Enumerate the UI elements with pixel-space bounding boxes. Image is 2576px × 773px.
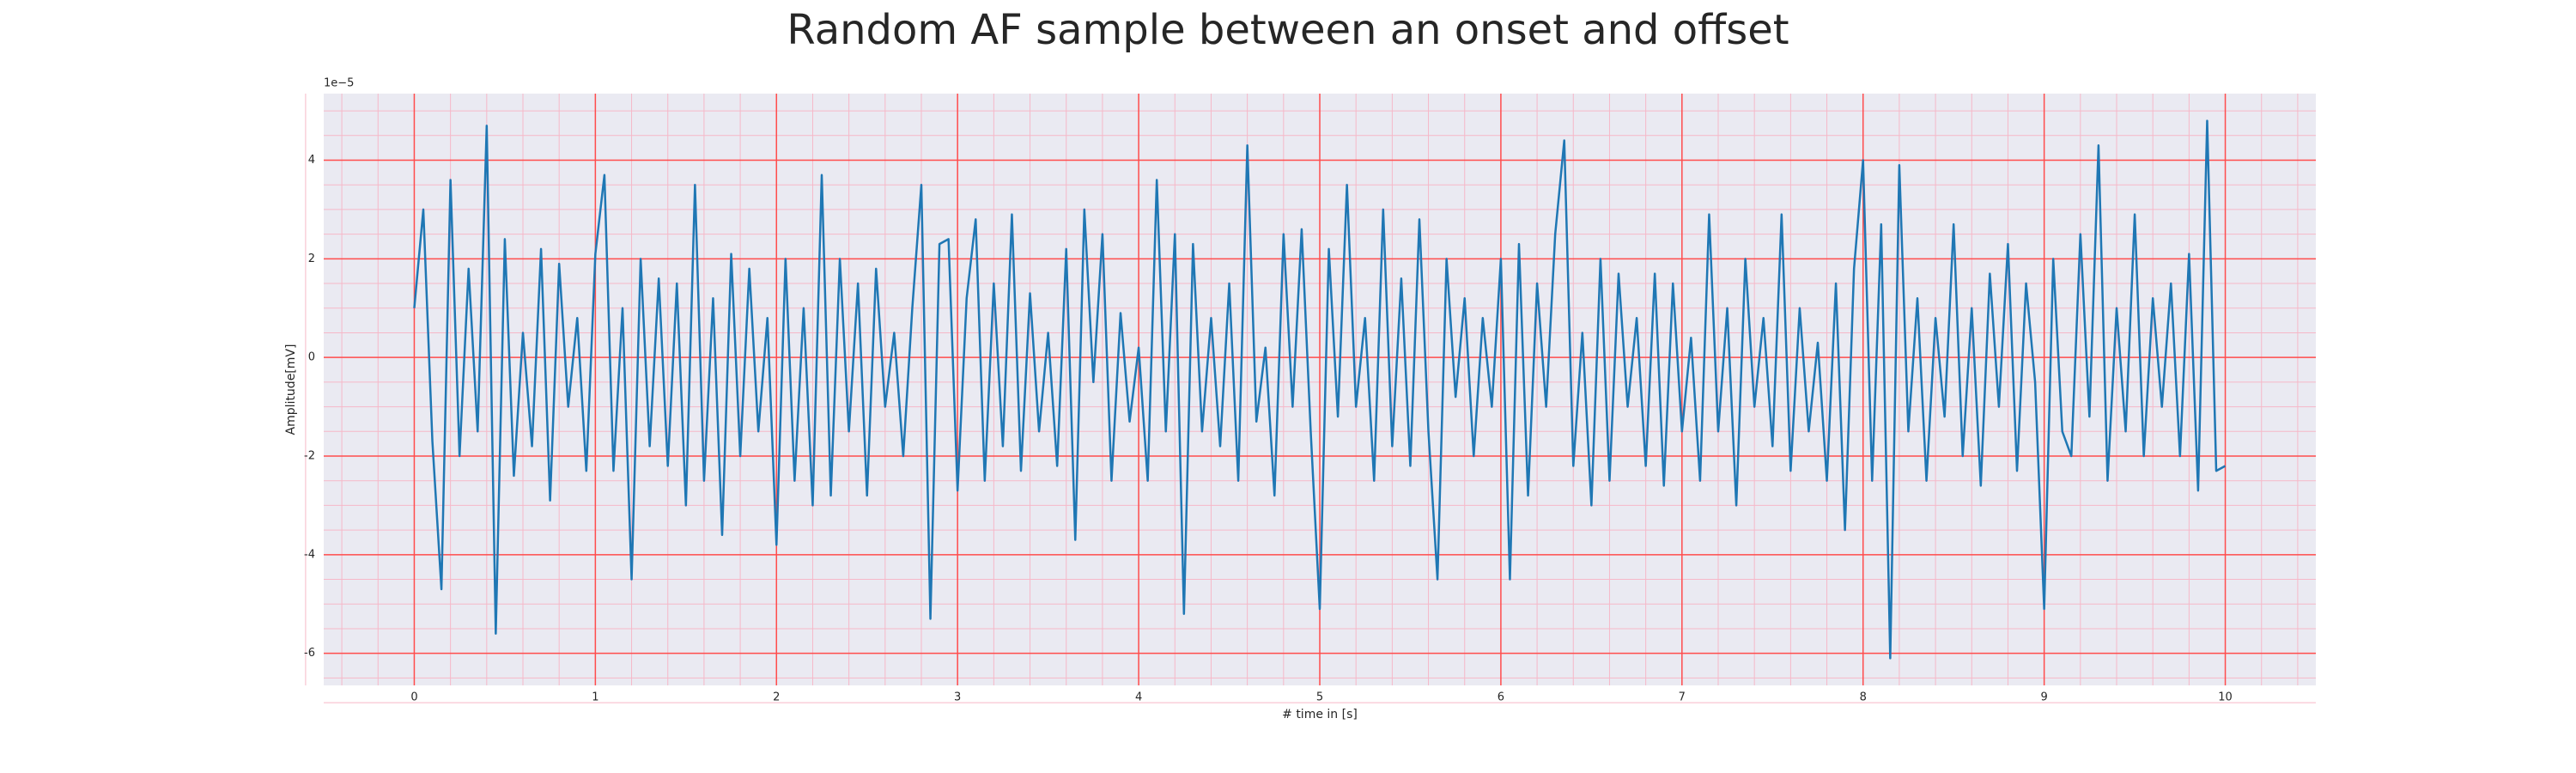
x-tick-label: 1 [592,691,598,704]
y-tick-label: 2 [308,253,315,265]
y-tick-label: -4 [304,548,315,561]
x-tick-label: 5 [1316,691,1323,704]
y-offset-label: 1e−5 [324,77,354,90]
x-tick-label: 4 [1135,691,1142,704]
y-tick-label: -2 [304,450,315,463]
chart-title: Random AF sample between an onset and of… [787,6,1789,54]
y-tick-label: 0 [308,351,315,364]
signal-line [413,119,2227,660]
x-tick-label: 2 [773,691,780,704]
x-tick-label: 6 [1498,691,1504,704]
x-tick-label: 3 [954,691,961,704]
y-tick-label: -6 [304,647,315,660]
x-tick-label: 9 [2040,691,2047,704]
x-tick-label: 7 [1679,691,1686,704]
x-tick-label: 0 [410,691,417,704]
x-axis-label: # time in [s] [1282,708,1358,721]
x-tick-label: 8 [1860,691,1867,704]
x-tick-label: 10 [2218,691,2233,704]
y-axis-label: Amplitude[mV] [284,344,298,435]
y-tick-label: 4 [308,154,315,167]
